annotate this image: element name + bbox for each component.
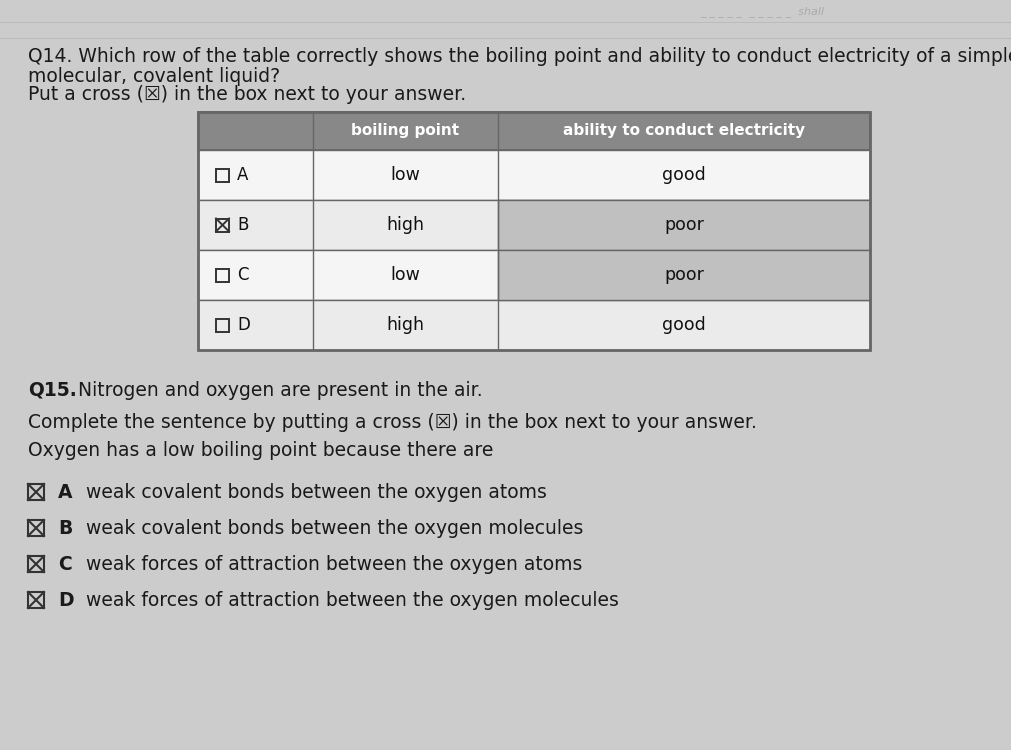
Text: C: C — [58, 554, 72, 574]
Text: Q15.: Q15. — [28, 380, 77, 400]
Text: poor: poor — [663, 216, 704, 234]
Text: B: B — [58, 518, 73, 538]
Text: Nitrogen and oxygen are present in the air.: Nitrogen and oxygen are present in the a… — [72, 380, 482, 400]
Text: good: good — [661, 166, 706, 184]
Text: A: A — [58, 482, 73, 502]
Text: Put a cross (☒) in the box next to your answer.: Put a cross (☒) in the box next to your … — [28, 85, 466, 104]
Bar — [28, 556, 43, 572]
Text: Oxygen has a low boiling point because there are: Oxygen has a low boiling point because t… — [28, 440, 493, 460]
Text: D: D — [237, 316, 250, 334]
Bar — [198, 250, 869, 300]
Text: weak covalent bonds between the oxygen molecules: weak covalent bonds between the oxygen m… — [86, 518, 582, 538]
Text: boiling point: boiling point — [351, 124, 459, 139]
Text: _ _ _ _ _  _ _ _ _ _  shall: _ _ _ _ _ _ _ _ _ _ shall — [700, 7, 823, 17]
Text: low: low — [390, 166, 420, 184]
Text: high: high — [386, 216, 424, 234]
Bar — [497, 200, 869, 250]
Text: high: high — [386, 316, 424, 334]
Text: C: C — [237, 266, 249, 284]
Text: D: D — [58, 590, 74, 610]
Text: weak covalent bonds between the oxygen atoms: weak covalent bonds between the oxygen a… — [86, 482, 546, 502]
Bar — [28, 484, 43, 500]
Bar — [215, 218, 228, 232]
Bar — [215, 319, 228, 332]
Bar — [198, 112, 869, 350]
Text: Q14. Which row of the table correctly shows the boiling point and ability to con: Q14. Which row of the table correctly sh… — [28, 47, 1011, 67]
Bar — [198, 300, 869, 350]
Text: good: good — [661, 316, 706, 334]
Bar — [28, 592, 43, 608]
Text: Complete the sentence by putting a cross (☒) in the box next to your answer.: Complete the sentence by putting a cross… — [28, 413, 756, 431]
Bar — [28, 520, 43, 536]
Bar — [198, 150, 869, 200]
Bar — [215, 169, 228, 182]
Text: A: A — [237, 166, 248, 184]
Text: ability to conduct electricity: ability to conduct electricity — [562, 124, 805, 139]
Text: molecular, covalent liquid?: molecular, covalent liquid? — [28, 67, 280, 86]
Bar — [215, 268, 228, 281]
Text: weak forces of attraction between the oxygen atoms: weak forces of attraction between the ox… — [86, 554, 581, 574]
Text: poor: poor — [663, 266, 704, 284]
Bar — [497, 250, 869, 300]
Text: B: B — [237, 216, 248, 234]
Text: low: low — [390, 266, 420, 284]
Text: weak forces of attraction between the oxygen molecules: weak forces of attraction between the ox… — [86, 590, 619, 610]
Bar — [198, 200, 869, 250]
Bar — [198, 112, 869, 150]
